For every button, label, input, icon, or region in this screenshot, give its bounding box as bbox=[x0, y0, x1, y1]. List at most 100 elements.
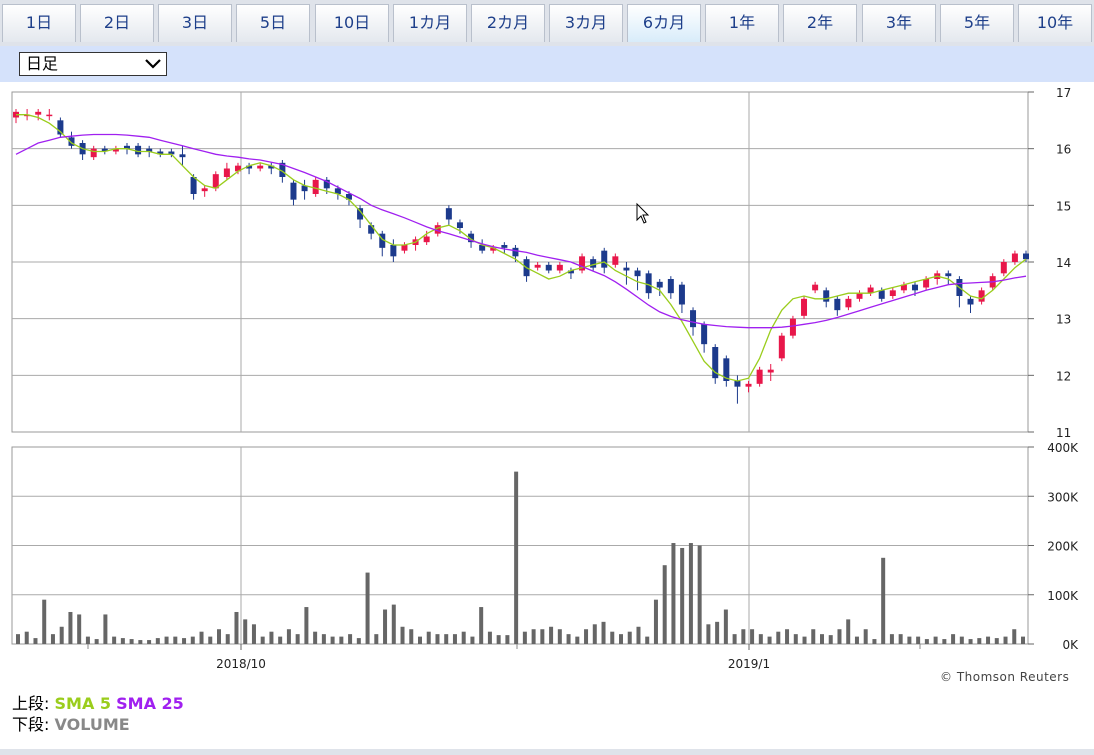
candle-body bbox=[856, 293, 863, 299]
candle-body bbox=[767, 369, 774, 373]
volume-bar bbox=[688, 543, 693, 644]
volume-bar bbox=[77, 614, 82, 644]
candle-body bbox=[246, 165, 253, 169]
tab-12[interactable]: 3年 bbox=[862, 4, 936, 42]
volume-bar bbox=[68, 611, 73, 644]
candle-body bbox=[678, 284, 685, 305]
volume-bar bbox=[85, 636, 90, 644]
volume-bar bbox=[24, 631, 29, 644]
volume-bar bbox=[295, 634, 300, 644]
volume-bar bbox=[697, 545, 702, 644]
candle-body bbox=[479, 245, 486, 251]
volume-bar bbox=[776, 631, 781, 644]
stock-chart: 17 16 15 14 13 12 11 400K 300K 200K 100K 0K 2018/10 2… bbox=[0, 82, 1094, 692]
candle-body bbox=[612, 256, 619, 265]
volume-bar bbox=[872, 639, 877, 644]
volume-bar bbox=[662, 565, 667, 644]
volume-bar bbox=[802, 636, 807, 644]
candle-body bbox=[945, 273, 952, 277]
volume-bar bbox=[59, 626, 64, 644]
legend-sma5: SMA 5 bbox=[54, 694, 112, 713]
tab-2[interactable]: 2日 bbox=[80, 4, 154, 42]
volume-bar bbox=[103, 614, 108, 644]
tab-13[interactable]: 5年 bbox=[940, 4, 1014, 42]
candle-body bbox=[723, 358, 730, 381]
candle-body bbox=[845, 298, 852, 308]
volume-bar bbox=[260, 636, 265, 644]
volume-bar bbox=[42, 599, 47, 644]
volume-bar bbox=[942, 639, 947, 644]
candle-body bbox=[445, 208, 452, 220]
volume-bar bbox=[636, 626, 641, 644]
volume-bar bbox=[514, 471, 519, 644]
volume-tick-label: 200K bbox=[1047, 540, 1079, 554]
tab-6[interactable]: 1カ月 bbox=[393, 4, 467, 42]
volume-bar bbox=[164, 636, 169, 644]
bottom-divider bbox=[0, 749, 1094, 755]
candle-body bbox=[1011, 253, 1018, 262]
volume-bar bbox=[671, 543, 676, 644]
candle-body bbox=[867, 287, 874, 294]
volume-tick-label: 300K bbox=[1047, 490, 1079, 504]
candle-body bbox=[190, 177, 197, 194]
candle-body bbox=[135, 145, 142, 155]
candle-body bbox=[357, 208, 364, 220]
volume-bar bbox=[243, 619, 248, 644]
candle-body bbox=[46, 114, 53, 117]
candle-body bbox=[545, 264, 552, 271]
volume-bar bbox=[732, 634, 737, 644]
candle-body bbox=[146, 148, 153, 152]
tab-11[interactable]: 2年 bbox=[783, 4, 857, 42]
candle-body bbox=[401, 245, 408, 251]
period-select-value: 日足 bbox=[26, 54, 59, 73]
price-tick-label: 11 bbox=[1056, 426, 1071, 440]
candle-body bbox=[690, 310, 697, 328]
volume-bar bbox=[837, 629, 842, 644]
candle-body bbox=[345, 194, 352, 200]
chevron-down-icon bbox=[145, 59, 161, 69]
volume-bar bbox=[234, 611, 239, 644]
legend-upper: 上段: SMA 5 SMA 25 bbox=[12, 693, 184, 714]
chart-legend: 上段: SMA 5 SMA 25 下段: VOLUME bbox=[12, 693, 184, 735]
volume-tick-label: 100K bbox=[1047, 589, 1079, 603]
volume-bar bbox=[863, 629, 868, 644]
volume-bar bbox=[383, 609, 388, 644]
candle-body bbox=[756, 369, 763, 384]
tab-5[interactable]: 10日 bbox=[315, 4, 389, 42]
candle-body bbox=[112, 148, 119, 152]
volume-bar bbox=[182, 638, 187, 644]
tab-7[interactable]: 2カ月 bbox=[471, 4, 545, 42]
volume-bar bbox=[208, 636, 213, 644]
volume-bar bbox=[811, 629, 816, 644]
volume-bar bbox=[199, 631, 204, 644]
candle-body bbox=[323, 179, 330, 189]
volume-bar bbox=[505, 635, 510, 644]
volume-bar bbox=[348, 634, 353, 644]
x-tick-label: 2019/1 bbox=[728, 657, 770, 671]
volume-bar bbox=[916, 636, 921, 644]
tab-1[interactable]: 1日 bbox=[2, 4, 76, 42]
volume-bar bbox=[321, 634, 326, 644]
tab-3[interactable]: 3日 bbox=[158, 4, 232, 42]
candle-body bbox=[656, 281, 663, 288]
tab-9[interactable]: 6カ月 bbox=[627, 4, 701, 42]
volume-bar bbox=[653, 599, 658, 644]
tab-10[interactable]: 1年 bbox=[705, 4, 779, 42]
candle-body bbox=[1000, 262, 1007, 274]
candle-body bbox=[368, 225, 375, 234]
price-tick-label: 14 bbox=[1056, 256, 1071, 270]
legend-volume: VOLUME bbox=[54, 715, 130, 734]
volume-bar bbox=[977, 638, 982, 644]
candle-body bbox=[290, 182, 297, 200]
period-select[interactable]: 日足 bbox=[19, 52, 167, 76]
tab-14[interactable]: 10年 bbox=[1018, 4, 1092, 42]
tab-4[interactable]: 5日 bbox=[236, 4, 310, 42]
candle-body bbox=[279, 162, 286, 177]
volume-bar bbox=[251, 624, 256, 644]
volume-bar bbox=[461, 631, 466, 644]
tab-8[interactable]: 3カ月 bbox=[549, 4, 623, 42]
volume-bar bbox=[147, 640, 152, 644]
candle-body bbox=[801, 298, 808, 316]
price-tick-label: 17 bbox=[1056, 86, 1071, 100]
